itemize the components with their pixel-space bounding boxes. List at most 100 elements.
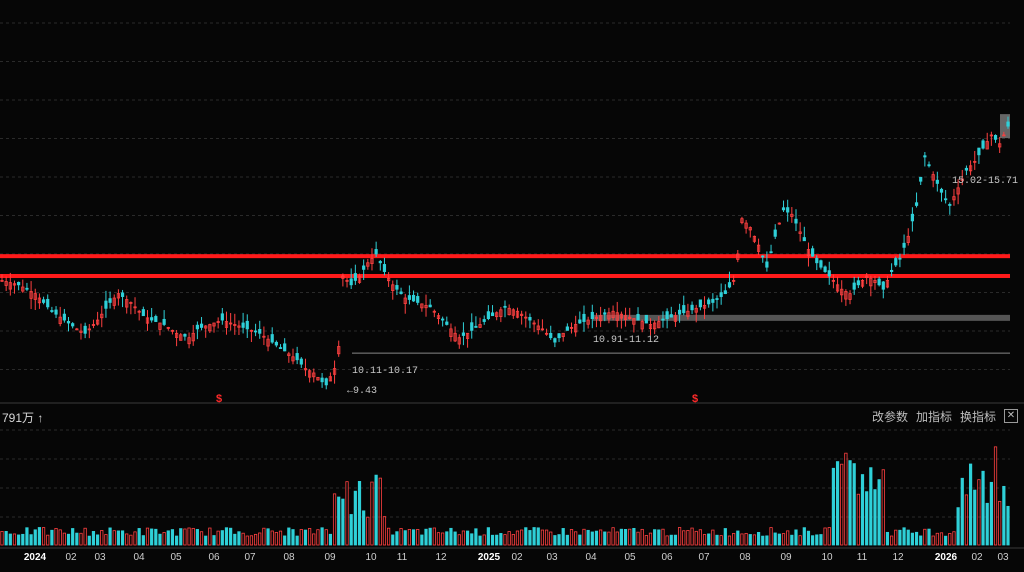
volume-bar bbox=[262, 527, 266, 546]
candle-body bbox=[574, 324, 578, 333]
candle-body bbox=[303, 368, 308, 371]
candle-body bbox=[623, 315, 628, 321]
candle-body bbox=[923, 155, 927, 158]
candle-body bbox=[640, 321, 644, 330]
add-indicator-button[interactable]: 加指标 bbox=[915, 410, 952, 424]
volume-bar bbox=[66, 533, 71, 546]
candle-body bbox=[557, 333, 561, 339]
volume-bar bbox=[62, 532, 66, 546]
candle-body bbox=[216, 321, 220, 323]
x-tick-label: 03 bbox=[997, 552, 1009, 563]
candle-body bbox=[154, 316, 158, 322]
volume-bar bbox=[574, 531, 578, 546]
volume-bar bbox=[644, 535, 648, 546]
candle-body bbox=[46, 298, 50, 308]
volume-bar bbox=[956, 507, 960, 546]
volume-bar bbox=[449, 527, 453, 546]
candle-body bbox=[353, 273, 357, 281]
candle-body bbox=[798, 231, 802, 234]
candle-body bbox=[894, 258, 898, 266]
candle-body bbox=[590, 311, 594, 319]
candle-body bbox=[195, 324, 199, 330]
volume-bar bbox=[191, 527, 195, 546]
volume-bar bbox=[328, 533, 333, 546]
candle-body bbox=[278, 347, 283, 349]
volume-bar bbox=[465, 530, 470, 546]
volume-bar bbox=[237, 531, 241, 546]
volume-bar bbox=[432, 527, 436, 546]
range-bar-3 bbox=[1000, 114, 1010, 139]
volume-bar bbox=[357, 481, 362, 546]
volume-bar bbox=[374, 474, 378, 546]
candle-body bbox=[910, 213, 914, 222]
volume-bar bbox=[806, 530, 811, 546]
candle-body bbox=[357, 275, 362, 283]
volume-bar bbox=[640, 528, 644, 546]
candle-body bbox=[120, 292, 125, 297]
volume-bar bbox=[245, 535, 249, 546]
volume-bar bbox=[166, 530, 170, 546]
volume-bar bbox=[935, 532, 939, 546]
candle-body bbox=[686, 310, 690, 317]
candle-body bbox=[253, 330, 258, 333]
volume-bar bbox=[320, 527, 324, 546]
volume-bar bbox=[482, 534, 486, 546]
volume-bar bbox=[46, 534, 50, 546]
volume-bar bbox=[677, 527, 682, 546]
volume-bar bbox=[125, 533, 129, 546]
volume-bar bbox=[220, 530, 224, 546]
candle-body bbox=[474, 325, 478, 328]
candle-body bbox=[844, 291, 848, 300]
candle-body bbox=[619, 313, 623, 319]
candle-body bbox=[71, 323, 75, 327]
candle-body bbox=[777, 222, 781, 225]
candle-body bbox=[8, 282, 12, 290]
switch-indicator-button[interactable]: 换指标 bbox=[959, 410, 996, 424]
x-tick-label: 04 bbox=[585, 552, 597, 563]
x-tick-label: 07 bbox=[244, 552, 256, 563]
x-tick-label: 08 bbox=[739, 552, 751, 563]
volume-bar bbox=[21, 533, 25, 546]
candle-body bbox=[973, 160, 977, 163]
candle-body bbox=[204, 325, 208, 329]
volume-bar bbox=[208, 527, 212, 546]
candle-body bbox=[998, 143, 1002, 148]
volume-bar bbox=[170, 529, 175, 546]
volume-bar bbox=[470, 533, 474, 546]
candle-body bbox=[848, 293, 852, 300]
volume-bar bbox=[752, 534, 757, 546]
candle-body bbox=[262, 335, 266, 338]
candle-body bbox=[345, 279, 349, 282]
volume-bar bbox=[802, 527, 806, 546]
candle-body bbox=[229, 322, 233, 325]
volume-bar bbox=[37, 527, 42, 546]
volume-bar bbox=[948, 533, 952, 546]
candle-body bbox=[977, 147, 981, 156]
candle-body bbox=[25, 287, 29, 290]
close-icon[interactable]: ✕ bbox=[1004, 409, 1018, 423]
candle-body bbox=[786, 207, 790, 213]
candle-body bbox=[906, 235, 910, 243]
candle-body bbox=[370, 257, 374, 265]
volume-bar bbox=[17, 534, 21, 546]
volume-bar bbox=[299, 529, 303, 546]
candle-body bbox=[75, 328, 79, 331]
volume-bar bbox=[711, 529, 715, 546]
volume-bar bbox=[632, 527, 636, 546]
edit-params-button[interactable]: 改参数 bbox=[871, 410, 908, 424]
candle-body bbox=[993, 134, 998, 140]
volume-bar bbox=[798, 535, 802, 546]
volume-bar bbox=[773, 532, 777, 546]
volume-bar bbox=[511, 534, 515, 546]
candle-body bbox=[578, 319, 582, 324]
volume-bar bbox=[332, 493, 337, 546]
candle-body bbox=[956, 187, 960, 195]
candle-body bbox=[104, 300, 108, 309]
volume-bar bbox=[769, 527, 773, 546]
volume-bar bbox=[582, 528, 586, 546]
candle-body bbox=[835, 284, 840, 292]
volume-bar bbox=[345, 481, 349, 546]
candle-body bbox=[224, 321, 229, 328]
